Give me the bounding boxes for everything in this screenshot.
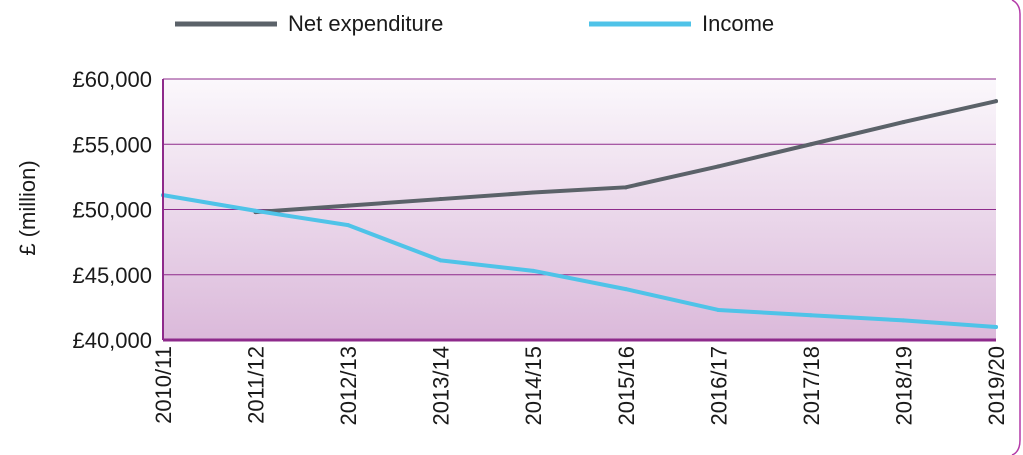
data-point-income xyxy=(808,313,813,318)
data-point-net-expenditure xyxy=(623,185,628,190)
y-axis-label: £ (million) xyxy=(15,160,40,255)
data-point-income xyxy=(531,268,536,273)
series-line-income xyxy=(161,193,998,329)
y-tick-labels: £40,000 £45,000 £50,000 £55,000 £60,000 xyxy=(72,67,152,353)
data-point-income xyxy=(994,324,998,329)
series-lines xyxy=(161,99,998,329)
data-point-net-expenditure xyxy=(531,190,536,195)
x-tick-label: 2012/13 xyxy=(336,346,361,426)
y-tick-label: £60,000 xyxy=(72,67,152,92)
x-tick-label: 2011/12 xyxy=(244,346,269,424)
legend-label-net-expenditure: Net expenditure xyxy=(288,11,443,36)
x-tick-labels: 2010/11 2011/12 2012/13 2013/14 2014/15 2015/… xyxy=(151,346,1009,426)
data-point-net-expenditure xyxy=(346,203,351,208)
x-tick-label: 2013/14 xyxy=(429,346,454,426)
x-tick-label: 2018/19 xyxy=(891,346,916,426)
data-point-income xyxy=(716,307,721,312)
data-point-income xyxy=(346,223,351,228)
x-tick-label: 2017/18 xyxy=(799,346,824,426)
x-tick-label: 2016/17 xyxy=(706,346,731,426)
y-tick-label: £45,000 xyxy=(72,263,152,288)
data-point-income xyxy=(623,287,628,292)
data-point-net-expenditure xyxy=(808,142,813,147)
x-tick-label: 2014/15 xyxy=(521,346,546,426)
legend: Net expenditure Income xyxy=(175,11,774,36)
frame-curve xyxy=(1011,0,1021,455)
data-point-net-expenditure xyxy=(994,99,998,104)
data-point-net-expenditure xyxy=(901,120,906,125)
data-point-net-expenditure xyxy=(716,164,721,169)
x-tick-label: 2015/16 xyxy=(614,346,639,426)
x-tick-label: 2019/20 xyxy=(984,346,1009,426)
data-point-income xyxy=(438,258,443,263)
x-tick-label: 2010/11 xyxy=(151,346,176,424)
y-tick-label: £55,000 xyxy=(72,132,152,157)
y-tick-label: £50,000 xyxy=(72,198,152,223)
data-point-income xyxy=(901,318,906,323)
y-tick-label: £40,000 xyxy=(72,328,152,353)
legend-label-income: Income xyxy=(702,11,774,36)
data-point-income xyxy=(253,208,258,213)
data-point-net-expenditure xyxy=(438,197,443,202)
